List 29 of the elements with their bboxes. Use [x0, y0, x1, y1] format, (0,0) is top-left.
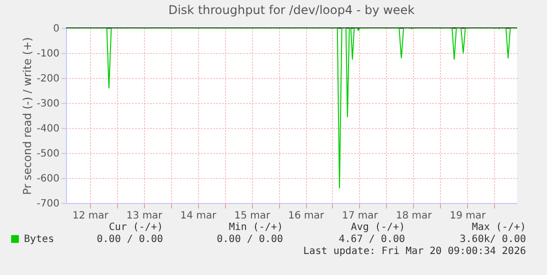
y-tick-label: 0	[53, 24, 60, 34]
x-tick-label: 14 mar	[180, 210, 218, 222]
y-tick-label: -500	[36, 148, 60, 160]
x-tick-label: 18 mar	[396, 210, 433, 222]
y-tick-label: -700	[36, 198, 60, 210]
text: Cur (-/+)	[108, 222, 163, 233]
x-tick-label: 13 mar	[126, 210, 164, 222]
x-tick-label: 19 mar	[450, 210, 487, 222]
text: Min (-/+)	[228, 222, 283, 233]
x-tick-label: 15 mar	[234, 210, 271, 222]
legend-label: Bytes	[24, 234, 54, 245]
text: Last update: Fri Mar 20 09:00:34 2026	[303, 246, 526, 257]
chart-title: Disk throughput for /dev/loop4 - by week	[168, 3, 415, 17]
text: Max (-/+)	[472, 222, 526, 233]
text: 4.67 / 0.00	[338, 234, 405, 245]
x-tick-label: 17 mar	[342, 210, 379, 222]
y-tick-label: -400	[36, 124, 60, 134]
text: 3.60k/ 0.00	[460, 234, 526, 245]
y-tick-label: -200	[36, 74, 60, 84]
line-series	[66, 28, 517, 188]
text: 0.00 / 0.00	[216, 234, 283, 245]
text: Avg (-/+)	[350, 222, 405, 233]
x-tick-label: 16 mar	[288, 210, 325, 222]
y-axis-title: Pr second read (-) / write (+)	[20, 37, 34, 195]
y-tick-label: -300	[36, 98, 60, 110]
y-tick-label: -100	[36, 48, 60, 60]
y-tick-label: -600	[36, 174, 60, 184]
text: 0.00 / 0.00	[96, 234, 163, 245]
x-tick-label: 12 mar	[72, 210, 110, 222]
